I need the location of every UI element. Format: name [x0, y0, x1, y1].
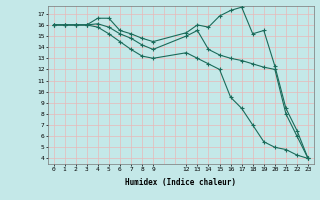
X-axis label: Humidex (Indice chaleur): Humidex (Indice chaleur) — [125, 178, 236, 187]
